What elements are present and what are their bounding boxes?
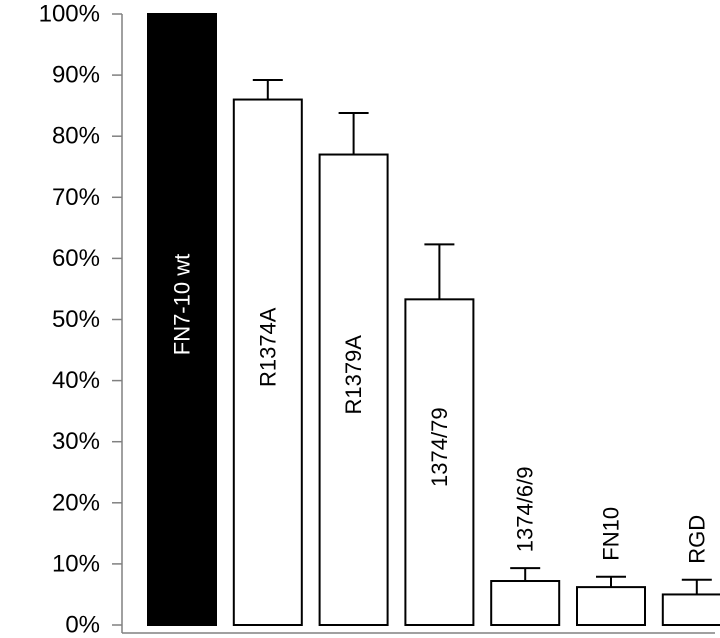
y-tick-label: 30% <box>52 428 100 455</box>
y-tick-label: 20% <box>52 489 100 516</box>
labels-layer: FN7-10 wt R1374A R1379A 1374/79 1374/6/9 FN10… <box>170 254 710 564</box>
y-tick-label: 10% <box>52 550 100 577</box>
y-tick-label: 70% <box>52 184 100 211</box>
bar-label: R1379A <box>341 335 366 415</box>
bar <box>147 13 217 626</box>
y-tick-label: 40% <box>52 367 100 394</box>
y-tick-label: 90% <box>52 62 100 89</box>
y-tick-label: 0% <box>65 612 100 638</box>
y-tick-label: 100% <box>39 1 100 28</box>
bar <box>661 593 720 627</box>
axis-layer: 0% 10% 20% 30% 40% 50% 60% 70% 80% 90% 100% <box>39 1 715 638</box>
bar-label: 1374/79 <box>427 407 452 487</box>
bar <box>490 580 561 626</box>
bar-label: FN10 <box>599 507 624 561</box>
bar-label: 1374/6/9 <box>513 467 538 553</box>
y-tick-label: 60% <box>52 245 100 272</box>
y-tick-label: 80% <box>52 123 100 150</box>
bar-label: FN7-10 wt <box>170 254 195 355</box>
bar <box>576 586 646 626</box>
bar <box>404 298 475 626</box>
bars-layer <box>147 13 720 627</box>
y-tick-label: 50% <box>52 306 100 333</box>
bar <box>232 98 303 627</box>
bar <box>318 153 389 626</box>
bar-label: RGD <box>684 515 709 564</box>
bar-label: R1374A <box>255 307 280 387</box>
